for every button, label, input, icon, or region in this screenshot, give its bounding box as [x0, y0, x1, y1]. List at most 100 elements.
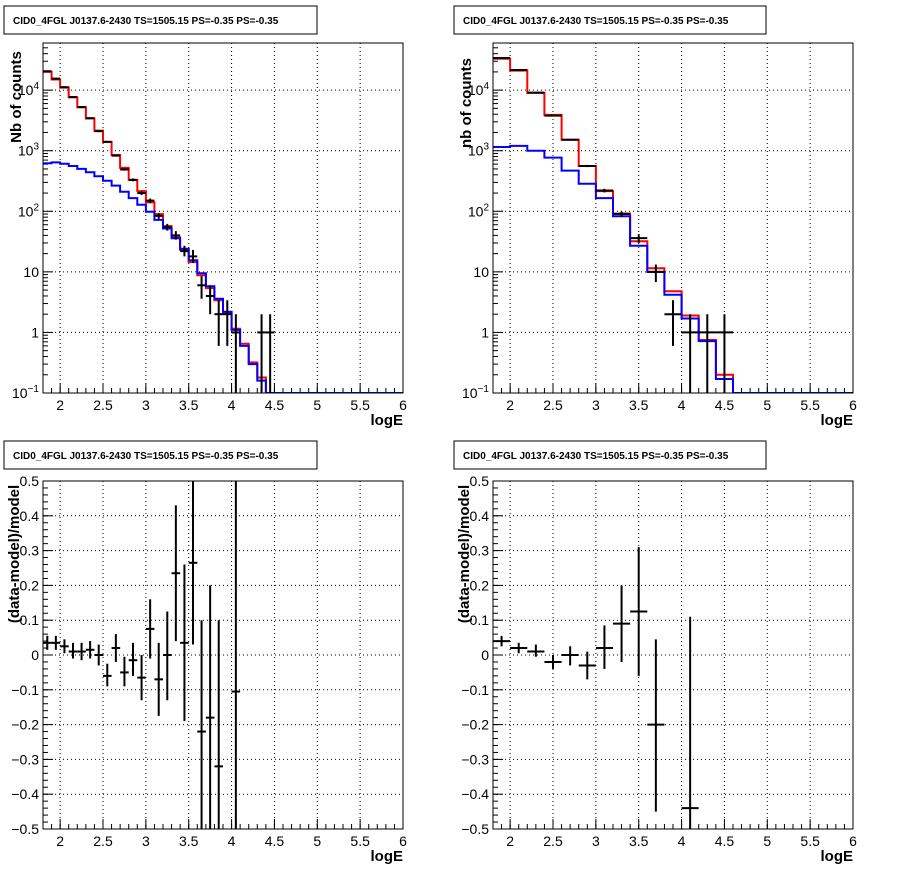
- y-tick-label: 0.1: [470, 612, 490, 628]
- y-tick-label: −0.1: [11, 682, 39, 698]
- title-box: [453, 440, 767, 470]
- data-point: [163, 611, 172, 701]
- data-point: [68, 96, 78, 99]
- y-tick-label: 104: [468, 81, 490, 98]
- x-tick-label: 3.5: [179, 833, 199, 849]
- data-point: [94, 644, 103, 666]
- data-point: [561, 138, 579, 141]
- x-tick-label: 3.5: [629, 833, 649, 849]
- data-point: [197, 276, 206, 299]
- y-tick-label: −0.4: [11, 786, 39, 802]
- y-tick-label: −0.4: [461, 786, 489, 802]
- data-point: [715, 314, 733, 393]
- chart-title: CID0_4FGL J0137.6-2430 TS=1505.15 PS=-0.…: [13, 451, 279, 462]
- panel-top-left: 2 2.5 3 3.5 4 4.5 5 5.5 610−1110102103104CID0_4F…: [3, 5, 407, 429]
- x-tick-label: 2.5: [543, 833, 563, 849]
- y-tick-base: 10: [18, 143, 34, 159]
- y-tick-base: 10: [18, 82, 34, 98]
- y-tick-base: 10: [12, 385, 28, 401]
- panel-bottom-left: 2 2.5 3 3.5 4 4.5 5 5.5 6 −0.5 −0.4 −0.3 −0.2 −0.1 0 0.…: [3, 440, 407, 865]
- x-tick-label: 6: [399, 833, 407, 849]
- x-tick-label: 6: [849, 833, 857, 849]
- y-tick-label: 103: [18, 142, 40, 159]
- x-tick-label: 2: [506, 833, 514, 849]
- y-axis-label: (data-model)/model: [456, 485, 473, 623]
- y-tick-label: 0.4: [470, 508, 490, 524]
- data-point: [111, 634, 121, 662]
- plot-area: [43, 43, 403, 393]
- y-tick-label: −0.3: [461, 751, 489, 767]
- y-tick-label: 10: [23, 264, 39, 280]
- x-tick-label: 2.5: [543, 397, 563, 413]
- data-point: [205, 285, 215, 315]
- data-point: [510, 642, 528, 654]
- panel-bottom-right: 2 2.5 3 3.5 4 4.5 5 5.5 6 −0.5 −0.4 −0.3 −0.2 −0.1 0 0.…: [453, 440, 857, 865]
- data-point: [544, 114, 562, 117]
- y-tick-exponent: 3: [483, 142, 489, 153]
- data-point: [231, 314, 241, 393]
- data-point: [103, 140, 112, 143]
- x-axis-label: logE: [821, 848, 854, 865]
- y-tick-label: −0.3: [11, 751, 39, 767]
- x-tick-label: 2.5: [93, 397, 113, 413]
- x-tick-label: 4: [678, 833, 686, 849]
- x-tick-label: 3: [142, 833, 150, 849]
- y-tick-base: 10: [462, 385, 478, 401]
- y-tick-label: −0.2: [461, 717, 489, 733]
- data-point: [154, 642, 163, 716]
- x-axis-label: logE: [371, 848, 404, 865]
- title-box: [3, 5, 318, 35]
- data-point: [163, 223, 172, 231]
- data-point: [698, 314, 716, 393]
- chart-title: CID0_4FGL J0137.6-2430 TS=1505.15 PS=-0.…: [463, 451, 729, 462]
- x-tick-label: 5.5: [350, 397, 370, 413]
- data-point: [85, 117, 95, 120]
- x-tick-label: 2.5: [93, 833, 113, 849]
- data-point: [561, 646, 579, 666]
- data-point: [493, 635, 511, 647]
- y-tick-label: 0: [31, 647, 39, 663]
- data-point: [171, 505, 181, 642]
- data-point: [527, 644, 545, 657]
- data-point: [630, 234, 648, 243]
- y-tick-exponent: −1: [478, 384, 490, 395]
- y-tick-exponent: 2: [483, 202, 489, 213]
- y-tick-label: 104: [18, 81, 40, 98]
- data-point: [205, 585, 215, 829]
- x-tick-label: 4.5: [265, 397, 285, 413]
- x-tick-label: 3: [592, 397, 600, 413]
- data-point: [647, 264, 665, 282]
- y-tick-base: 10: [468, 203, 484, 219]
- plot-frame: [492, 480, 854, 830]
- y-tick-label: 102: [468, 202, 490, 219]
- data-point: [103, 663, 112, 687]
- data-point: [94, 130, 103, 133]
- x-tick-label: 5: [313, 397, 321, 413]
- y-tick-base: 10: [18, 203, 34, 219]
- data-point: [214, 620, 223, 829]
- y-tick-label: 10: [473, 264, 489, 280]
- y-tick-label: 0.2: [20, 577, 40, 593]
- chart-title: CID0_4FGL J0137.6-2430 TS=1505.15 PS=-0.…: [463, 16, 729, 27]
- y-tick-label: 0: [481, 647, 489, 663]
- x-tick-label: 5: [313, 833, 321, 849]
- data-point: [154, 213, 163, 219]
- x-tick-label: 5.5: [800, 397, 820, 413]
- y-tick-exponent: 2: [33, 202, 39, 213]
- panel-top-right: 2 2.5 3 3.5 4 4.5 5 5.5 610−1110102103104CID0_4F…: [453, 5, 857, 429]
- x-tick-label: 4.5: [715, 833, 735, 849]
- data-point: [544, 655, 562, 669]
- data-point: [51, 635, 61, 650]
- data-point: [68, 642, 78, 659]
- data-point: [197, 620, 206, 829]
- data-point: [120, 656, 129, 687]
- data-point: [171, 231, 181, 240]
- data-layer: [43, 481, 241, 829]
- data-point: [223, 300, 232, 346]
- data-point: [85, 641, 95, 659]
- data-point: [613, 211, 631, 217]
- series-blue-step-line: [43, 161, 403, 393]
- data-point: [137, 655, 146, 701]
- x-tick-label: 4.5: [715, 397, 735, 413]
- x-tick-label: 5: [763, 397, 771, 413]
